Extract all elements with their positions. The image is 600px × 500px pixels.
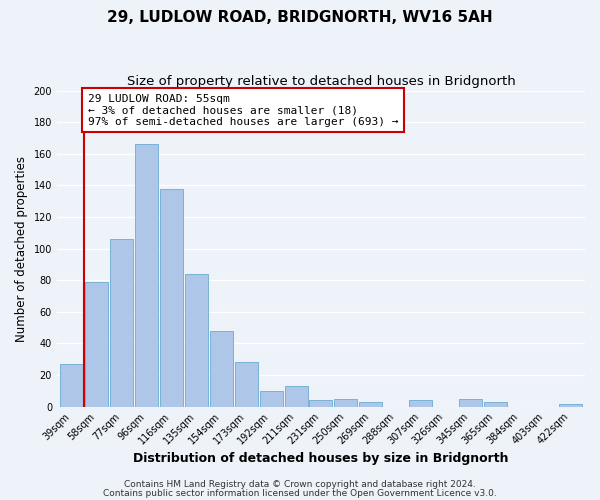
- Bar: [409, 400, 432, 406]
- Title: Size of property relative to detached houses in Bridgnorth: Size of property relative to detached ho…: [127, 75, 515, 88]
- Text: 29, LUDLOW ROAD, BRIDGNORTH, WV16 5AH: 29, LUDLOW ROAD, BRIDGNORTH, WV16 5AH: [107, 10, 493, 25]
- Y-axis label: Number of detached properties: Number of detached properties: [15, 156, 28, 342]
- Bar: [160, 188, 183, 406]
- Bar: [260, 391, 283, 406]
- Bar: [459, 399, 482, 406]
- Bar: [210, 331, 233, 406]
- Bar: [284, 386, 308, 406]
- Bar: [484, 402, 507, 406]
- Bar: [334, 399, 358, 406]
- Text: Contains public sector information licensed under the Open Government Licence v3: Contains public sector information licen…: [103, 489, 497, 498]
- Text: 29 LUDLOW ROAD: 55sqm
← 3% of detached houses are smaller (18)
97% of semi-detac: 29 LUDLOW ROAD: 55sqm ← 3% of detached h…: [88, 94, 398, 127]
- Bar: [359, 402, 382, 406]
- X-axis label: Distribution of detached houses by size in Bridgnorth: Distribution of detached houses by size …: [133, 452, 509, 465]
- Bar: [135, 144, 158, 406]
- Bar: [185, 274, 208, 406]
- Bar: [61, 364, 83, 406]
- Bar: [110, 239, 133, 406]
- Bar: [235, 362, 257, 406]
- Bar: [559, 404, 581, 406]
- Text: Contains HM Land Registry data © Crown copyright and database right 2024.: Contains HM Land Registry data © Crown c…: [124, 480, 476, 489]
- Bar: [310, 400, 332, 406]
- Bar: [85, 282, 108, 406]
